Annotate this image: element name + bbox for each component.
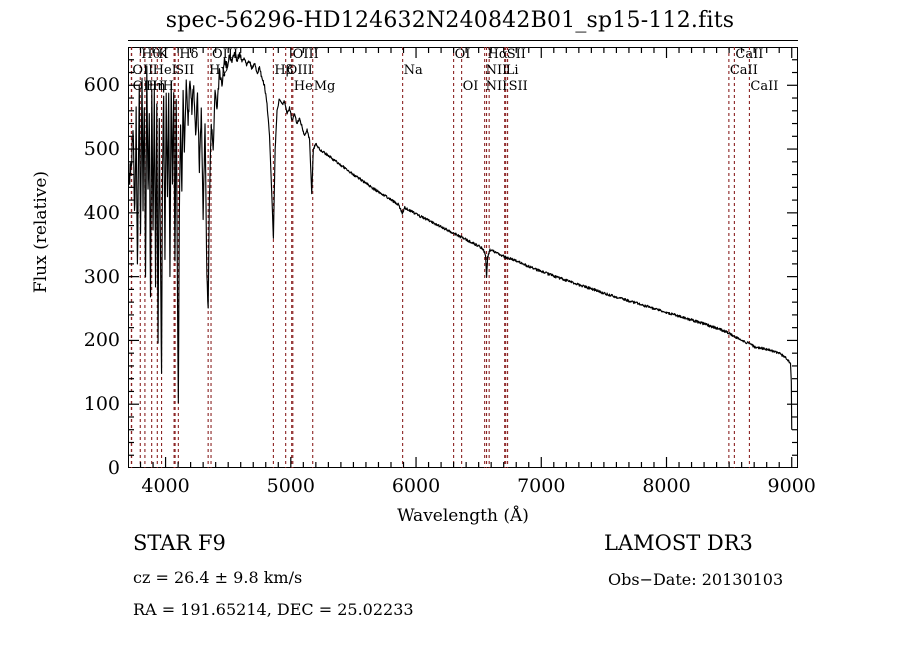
x-tick-5000: 5000 — [266, 475, 315, 497]
y-tick-100: 100 — [83, 393, 120, 416]
spectral-line-markers — [128, 47, 798, 468]
radial-velocity: cz = 26.4 ± 9.8 km/s — [133, 568, 303, 587]
x-tick-7000: 7000 — [517, 475, 566, 497]
x-tick-6000: 6000 — [391, 475, 441, 497]
x-tick-9000: 9000 — [767, 475, 816, 497]
figure-title: spec-56296-HD124632N240842B01_sp15-112.f… — [165, 8, 735, 33]
coordinates: RA = 191.65214, DEC = 25.02233 — [133, 600, 414, 619]
spectrum-trace — [128, 47, 798, 468]
y-tick-600: 600 — [83, 74, 120, 97]
figure-footer: STAR F9 cz = 26.4 ± 9.8 km/s RA = 191.65… — [0, 528, 900, 638]
object-type-and-class: STAR F9 — [133, 531, 226, 555]
survey-name: LAMOST DR3 — [604, 531, 753, 555]
y-tick-200: 200 — [83, 329, 120, 352]
y-tick-0: 0 — [107, 457, 120, 479]
plot-area — [128, 47, 798, 468]
y-tick-500: 500 — [83, 138, 120, 161]
axis-ticks — [128, 47, 798, 468]
x-tick-8000: 8000 — [642, 475, 691, 497]
plot-frame — [128, 47, 798, 468]
observation-date: Obs−Date: 20130103 — [608, 570, 784, 589]
x-axis-title: Wavelength (Å) — [397, 506, 529, 526]
y-tick-400: 400 — [83, 201, 120, 224]
y-tick-300: 300 — [83, 265, 120, 288]
y-axis-title: Flux (relative) — [31, 170, 51, 294]
x-tick-4000: 4000 — [141, 475, 190, 497]
title-underline — [128, 40, 798, 41]
